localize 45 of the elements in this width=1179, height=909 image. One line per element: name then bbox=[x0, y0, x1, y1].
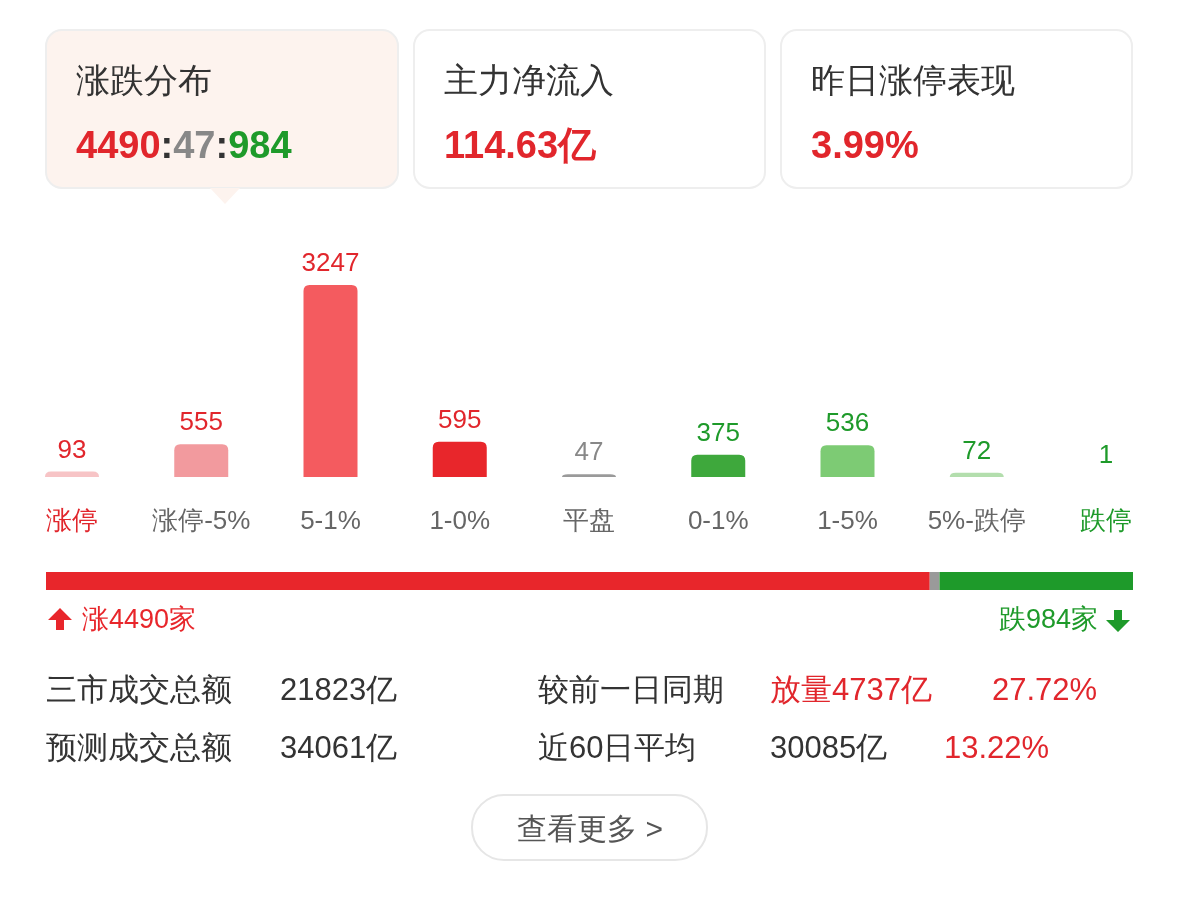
text: 主力净流入 bbox=[444, 61, 614, 99]
text: 三市成交总额 bbox=[46, 672, 232, 707]
data-label: 555 bbox=[179, 406, 223, 437]
data-label: 375 bbox=[696, 416, 740, 447]
x-tick-label: 平盘 bbox=[563, 505, 615, 535]
bar bbox=[691, 454, 746, 477]
bar bbox=[820, 445, 875, 477]
x-tick-label: 涨停-5% bbox=[152, 505, 251, 535]
data-label: 3247 bbox=[301, 247, 360, 277]
bar bbox=[174, 444, 229, 477]
text: 涨跌分布 bbox=[76, 61, 212, 99]
text: 34061亿 bbox=[280, 730, 398, 765]
x-tick-label: 跌停 bbox=[1080, 505, 1132, 535]
data-label: 1 bbox=[1098, 438, 1114, 469]
bar bbox=[432, 441, 487, 477]
text: 30085亿 bbox=[770, 730, 888, 765]
x-tick-label: 5%-跌停 bbox=[927, 505, 1026, 535]
text: 涨4490家 bbox=[82, 604, 197, 634]
text: 近60日平均 bbox=[538, 730, 697, 765]
text: 114.63亿 bbox=[444, 124, 598, 166]
text: 放量4737亿 bbox=[770, 672, 932, 707]
bar bbox=[949, 472, 1004, 477]
text: 4490:47:984 bbox=[76, 124, 292, 166]
bar bbox=[562, 474, 616, 477]
data-label: 536 bbox=[825, 407, 870, 438]
x-tick-label: 涨停 bbox=[46, 505, 98, 535]
data-label: 47 bbox=[574, 436, 604, 467]
text: 27.72% bbox=[992, 672, 1098, 707]
text: 21823亿 bbox=[280, 672, 398, 707]
text: 3.99% bbox=[811, 124, 919, 166]
text: 13.22% bbox=[944, 730, 1050, 765]
data-label: 72 bbox=[962, 434, 992, 465]
x-tick-label: 0-1% bbox=[687, 505, 749, 535]
text: 较前一日同期 bbox=[538, 672, 724, 707]
x-tick-label: 1-0% bbox=[429, 505, 491, 535]
text: 预测成交总额 bbox=[46, 730, 232, 765]
text: 查看更多 > bbox=[517, 812, 663, 845]
x-tick-label: 5-1% bbox=[300, 505, 361, 535]
data-label: 93 bbox=[57, 433, 87, 464]
data-label: 595 bbox=[438, 403, 482, 434]
bar bbox=[45, 471, 99, 477]
text: 跌984家 bbox=[998, 604, 1098, 634]
bar bbox=[303, 285, 358, 477]
text: 昨日涨停表现 bbox=[811, 61, 1015, 99]
x-tick-label: 1-5% bbox=[817, 505, 878, 535]
